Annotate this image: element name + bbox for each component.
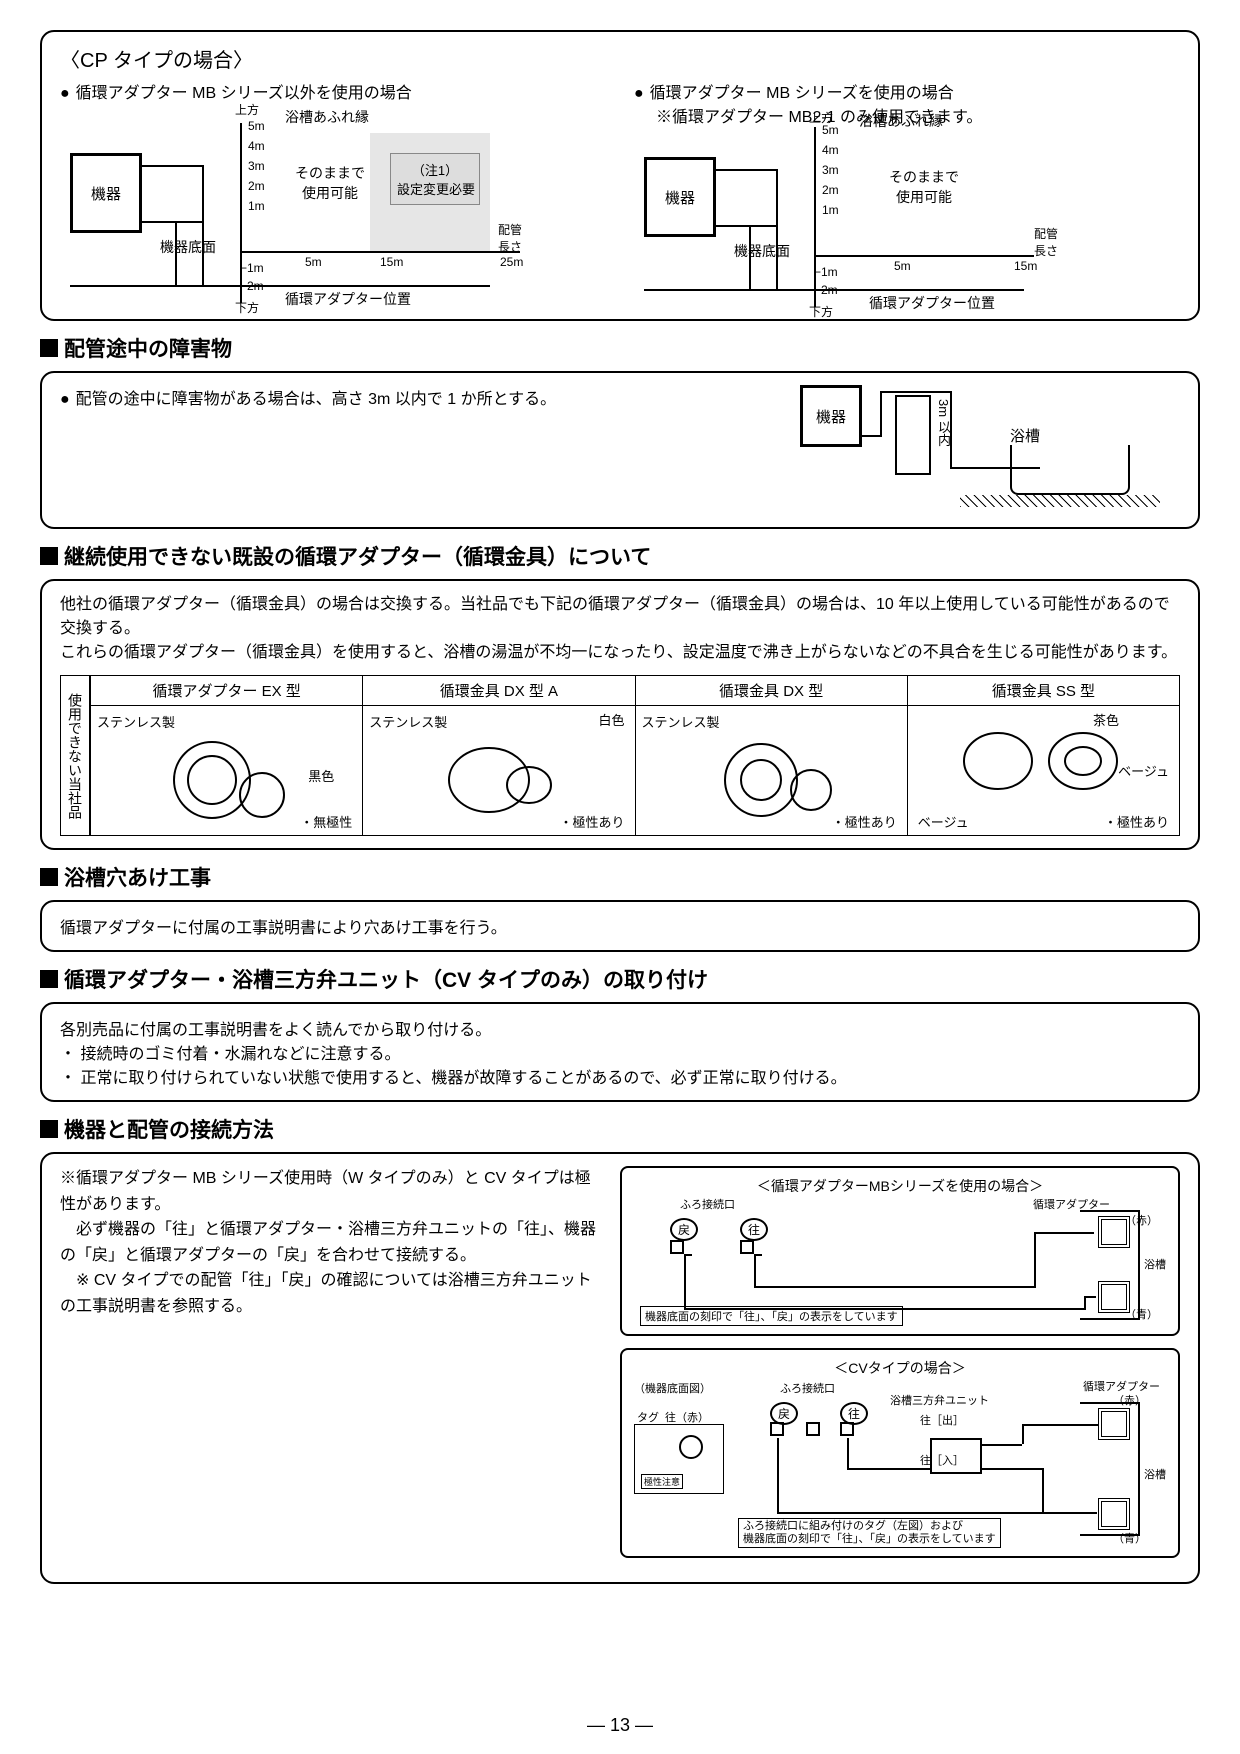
connect-text: ※循環アダプター MB シリーズ使用時（W タイプのみ）と CV タイプは極性が… bbox=[60, 1166, 604, 1570]
port-icon bbox=[806, 1422, 820, 1436]
cp-left-head: 循環アダプター MB シリーズ以外を使用の場合 bbox=[60, 79, 606, 103]
square-icon bbox=[40, 547, 58, 565]
connect-row: ※循環アダプター MB シリーズ使用時（W タイプのみ）と CV タイプは極性が… bbox=[60, 1166, 1180, 1570]
install-panel: 各別売品に付属の工事説明書をよく読んでから取り付ける。 ・ 接続時のゴミ付着・水… bbox=[40, 1002, 1200, 1102]
cp-right-diagram: 機器 5m 4m 3m 2m 1m −1m −2m 5m 15m 上方 下方 浴… bbox=[634, 127, 1180, 307]
cp-right-head: 循環アダプター MB シリーズを使用の場合 bbox=[634, 79, 1180, 103]
obstacle-panel: 配管の途中に障害物がある場合は、高さ 3m 以内で 1 か所とする。 機器 3m… bbox=[40, 371, 1200, 529]
adapter-table: 使用できない当社品 循環アダプター EX 型 ステンレス製 黒色 ・無極性 循環… bbox=[60, 675, 1180, 836]
adapter-ex-icon bbox=[162, 735, 292, 825]
conn-d1: ＜循環アダプターMBシリーズを使用の場合＞ ふろ接続口 循環アダプター 戻 往 … bbox=[620, 1166, 1180, 1336]
square-icon bbox=[40, 1120, 58, 1138]
adapter-cell-3: 循環金具 SS 型 茶色 ベージュ ベージュ ・極性あり bbox=[907, 676, 1179, 835]
bottom-view: タグ 往（赤） 極性注意 bbox=[634, 1424, 724, 1494]
adapter-dx-icon bbox=[706, 735, 836, 825]
cp-left-diagram: 機器 5m 4m 3m 2m 1m −1m −2m 5m bbox=[60, 103, 606, 303]
port-icon bbox=[670, 1240, 684, 1254]
square-icon bbox=[40, 970, 58, 988]
adapter-cell-2: 循環金具 DX 型 ステンレス製 ・極性あり bbox=[635, 676, 907, 835]
square-icon bbox=[40, 339, 58, 357]
port-icon bbox=[770, 1422, 784, 1436]
port-icon bbox=[840, 1422, 854, 1436]
connect-panel: ※循環アダプター MB シリーズ使用時（W タイプのみ）と CV タイプは極性が… bbox=[40, 1152, 1200, 1584]
ground-hatch bbox=[960, 495, 1160, 507]
tub-shape bbox=[1010, 445, 1130, 495]
adapter-cell-0: 循環アダプター EX 型 ステンレス製 黒色 ・無極性 bbox=[90, 676, 362, 835]
obstacle-title: 配管途中の障害物 bbox=[40, 333, 1200, 363]
obstacle-diagram: 機器 3m 以内 浴槽 bbox=[800, 385, 1180, 515]
legacy-panel: 他社の循環アダプター（循環金具）の場合は交換する。当社品でも下記の循環アダプター… bbox=[40, 579, 1200, 850]
page-number: — 13 — bbox=[0, 1715, 1240, 1736]
connect-title: 機器と配管の接続方法 bbox=[40, 1114, 1200, 1144]
legacy-title: 継続使用できない既設の循環アダプター（循環金具）について bbox=[40, 541, 1200, 571]
cp-title: 〈CP タイプの場合〉 bbox=[60, 44, 1180, 73]
cp-left: 循環アダプター MB シリーズ以外を使用の場合 機器 5m 4m 3m 2m bbox=[60, 79, 606, 307]
obstacle-box bbox=[895, 395, 931, 475]
port-icon bbox=[740, 1240, 754, 1254]
adapter-dxa-icon bbox=[434, 735, 564, 825]
note1-box: （注1） 設定変更必要 bbox=[390, 153, 480, 205]
kiki-box-right: 機器 bbox=[644, 157, 716, 237]
port-circle-icon bbox=[679, 1435, 703, 1459]
connect-diagrams: ＜循環アダプターMBシリーズを使用の場合＞ ふろ接続口 循環アダプター 戻 往 … bbox=[620, 1166, 1180, 1570]
cp-right: 循環アダプター MB シリーズを使用の場合 ※循環アダプター MB2-1 のみ使… bbox=[634, 79, 1180, 307]
square-icon bbox=[40, 868, 58, 886]
conn-d2: ＜CVタイプの場合＞ （機器底面図） ふろ接続口 浴槽三方弁ユニット 循環アダプ… bbox=[620, 1348, 1180, 1558]
legacy-p1: 他社の循環アダプター（循環金具）の場合は交換する。当社品でも下記の循環アダプター… bbox=[60, 593, 1180, 641]
install-title: 循環アダプター・浴槽三方弁ユニット（CV タイプのみ）の取り付け bbox=[40, 964, 1200, 994]
legacy-p2: これらの循環アダプター（循環金具）を使用すると、浴槽の湯温が不均一になったり、設… bbox=[60, 641, 1180, 665]
adapter-ss-icon bbox=[953, 716, 1133, 806]
drill-text: 循環アダプターに付属の工事説明書により穴あけ工事を行う。 bbox=[60, 914, 1180, 938]
kiki-box-left: 機器 bbox=[70, 153, 142, 233]
adapter-cell-1: 循環金具 DX 型 A ステンレス製 白色 ・極性あり bbox=[362, 676, 634, 835]
cp-diagrams: 循環アダプター MB シリーズ以外を使用の場合 機器 5m 4m 3m 2m bbox=[60, 79, 1180, 307]
obstacle-text: 配管の途中に障害物がある場合は、高さ 3m 以内で 1 か所とする。 bbox=[60, 385, 780, 409]
drill-title: 浴槽穴あけ工事 bbox=[40, 862, 1200, 892]
cp-panel: 〈CP タイプの場合〉 循環アダプター MB シリーズ以外を使用の場合 機器 5… bbox=[40, 30, 1200, 321]
drill-panel: 循環アダプターに付属の工事説明書により穴あけ工事を行う。 bbox=[40, 900, 1200, 952]
adapter-vlabel: 使用できない当社品 bbox=[61, 676, 90, 835]
